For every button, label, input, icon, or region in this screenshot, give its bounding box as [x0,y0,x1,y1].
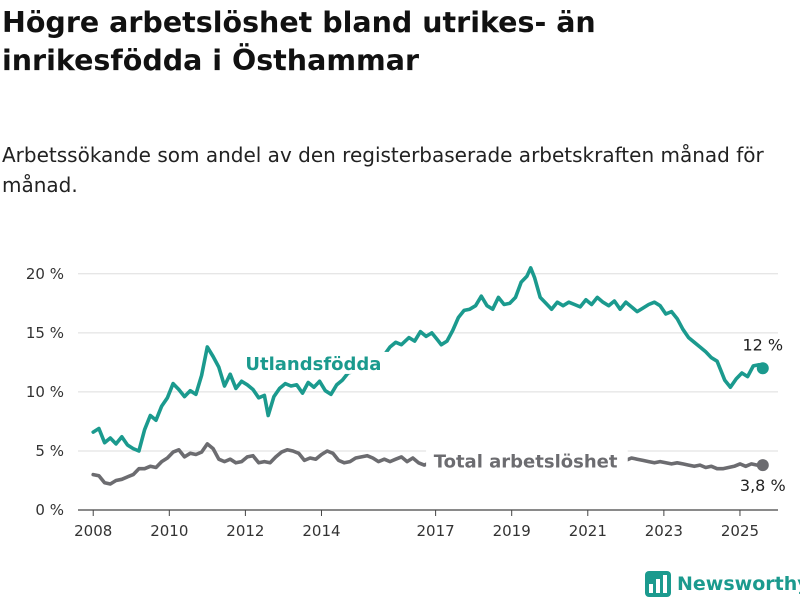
x-tick-label: 2012 [226,522,264,540]
y-tick-label: 20 % [26,265,64,283]
x-tick-label: 2023 [645,522,683,540]
series-label-utlandsfödda: Utlandsfödda [245,354,381,375]
end-value-label-total-arbetslöshet: 3,8 % [740,476,786,495]
series-end-marker-utlandsfödda [756,362,769,375]
series-labels: Utlandsfödda Total arbetslöshet 12 % 3,8 % [245,335,785,495]
chart-title: Högre arbetslöshet bland utrikes- än inr… [2,6,596,77]
x-tick-label: 2008 [74,522,112,540]
x-tick-label: 2019 [493,522,531,540]
newsworthy-logo-text: Newsworthy [677,573,800,595]
newsworthy-logo: Newsworthy [645,569,800,599]
x-axis: 2008 2010 2012 2014 2017 2019 2021 2023 2025 [74,510,759,540]
y-tick-label: 10 % [26,383,64,401]
chart-subtitle: Arbetssökande som andel av den registerb… [2,143,764,197]
y-tick-label: 15 % [26,324,64,342]
series-label-total-arbetslöshet: Total arbetslöshet [434,451,618,472]
series-line-total-arbetslöshet [91,442,765,486]
newsworthy-logo-icon [645,571,671,597]
x-tick-label: 2014 [302,522,340,540]
series-label-halo [426,449,628,472]
y-tick-labels: 0 % 5 % 10 % 15 % 20 % [26,265,64,519]
end-value-label-utlandsfödda: 12 % [742,335,783,354]
x-tick-label: 2010 [150,522,188,540]
x-tick-label: 2017 [417,522,455,540]
series-lines [91,266,769,486]
series-line-utlandsfödda [91,266,765,453]
y-tick-label: 0 % [35,501,64,519]
x-tick-label: 2021 [569,522,607,540]
y-tick-label: 5 % [35,442,64,460]
series-label-halo [338,351,398,374]
x-tick-label: 2025 [721,522,759,540]
series-end-marker-total-arbetslöshet [756,459,769,472]
